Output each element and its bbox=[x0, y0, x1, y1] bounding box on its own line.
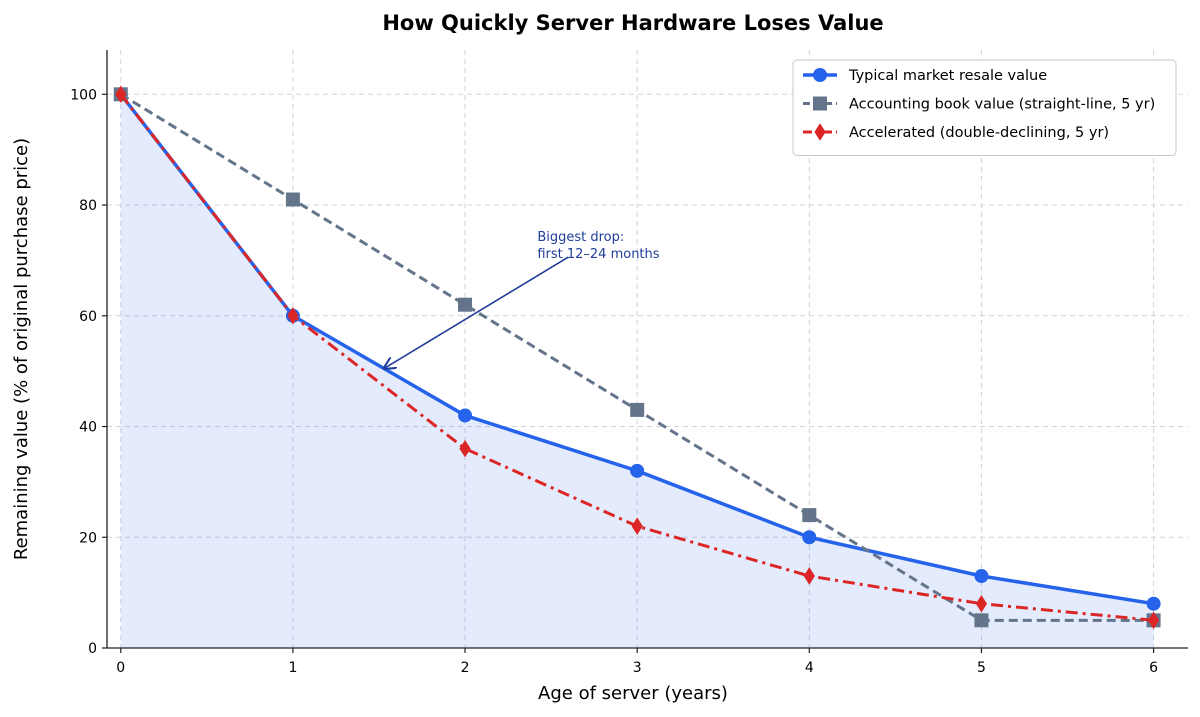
data-point bbox=[631, 517, 643, 535]
annotation-text: first 12–24 months bbox=[537, 247, 659, 262]
legend-box bbox=[792, 59, 1177, 156]
x-tick-label: 2 bbox=[461, 660, 470, 676]
x-tick-label: 5 bbox=[977, 660, 986, 676]
data-point bbox=[1146, 596, 1161, 611]
data-point bbox=[975, 594, 988, 613]
legend-swatch-marker bbox=[813, 68, 827, 82]
x-axis-label: Age of server (years) bbox=[538, 683, 728, 704]
y-tick-label: 20 bbox=[79, 530, 97, 546]
data-point bbox=[458, 408, 473, 423]
legend-label: Accelerated (double-declining, 5 yr) bbox=[849, 125, 1109, 141]
data-point bbox=[974, 613, 989, 628]
y-tick-label: 60 bbox=[79, 309, 97, 325]
legend-swatch-marker bbox=[814, 123, 826, 141]
legend-label: Accounting book value (straight-line, 5 … bbox=[849, 97, 1155, 113]
series-area-fill bbox=[120, 94, 1154, 649]
data-point bbox=[630, 463, 645, 478]
data-point bbox=[115, 85, 127, 104]
data-point bbox=[285, 192, 300, 207]
data-point bbox=[287, 307, 299, 325]
y-tick-label: 40 bbox=[79, 420, 97, 436]
area-fill-layer bbox=[120, 94, 1154, 649]
data-point bbox=[630, 402, 645, 417]
annotation-text: Biggest drop: bbox=[537, 230, 624, 245]
y-tick-label: 100 bbox=[70, 87, 97, 103]
y-tick-label: 0 bbox=[88, 641, 97, 657]
annotation: Biggest drop: first 12–24 months bbox=[384, 230, 660, 368]
data-point bbox=[458, 297, 473, 312]
legend-swatch-marker bbox=[813, 96, 827, 111]
annotation-group: Biggest drop: first 12–24 months bbox=[384, 230, 660, 368]
series-2 bbox=[115, 85, 1160, 630]
data-point bbox=[802, 530, 817, 545]
legend: Typical market resale value Accounting bo… bbox=[792, 59, 1177, 156]
y-tick-label: 80 bbox=[79, 198, 97, 214]
legend-label: Typical market resale value bbox=[848, 68, 1047, 84]
x-tick-label: 0 bbox=[116, 660, 125, 676]
x-tick-label: 1 bbox=[288, 660, 297, 676]
data-point bbox=[459, 439, 471, 458]
data-point bbox=[974, 569, 989, 584]
x-tick-label: 6 bbox=[1149, 660, 1158, 676]
series-1 bbox=[113, 87, 1161, 628]
x-tick-label: 3 bbox=[633, 660, 642, 676]
series-layer bbox=[113, 85, 1161, 630]
y-axis-label: Remaining value (% of original purchase … bbox=[11, 138, 32, 560]
chart-title: How Quickly Server Hardware Loses Value bbox=[382, 11, 883, 35]
data-point bbox=[803, 567, 815, 585]
annotation-arrow bbox=[384, 256, 569, 368]
x-tick-label: 4 bbox=[805, 660, 814, 676]
data-point bbox=[802, 508, 817, 523]
data-point bbox=[1147, 611, 1160, 630]
